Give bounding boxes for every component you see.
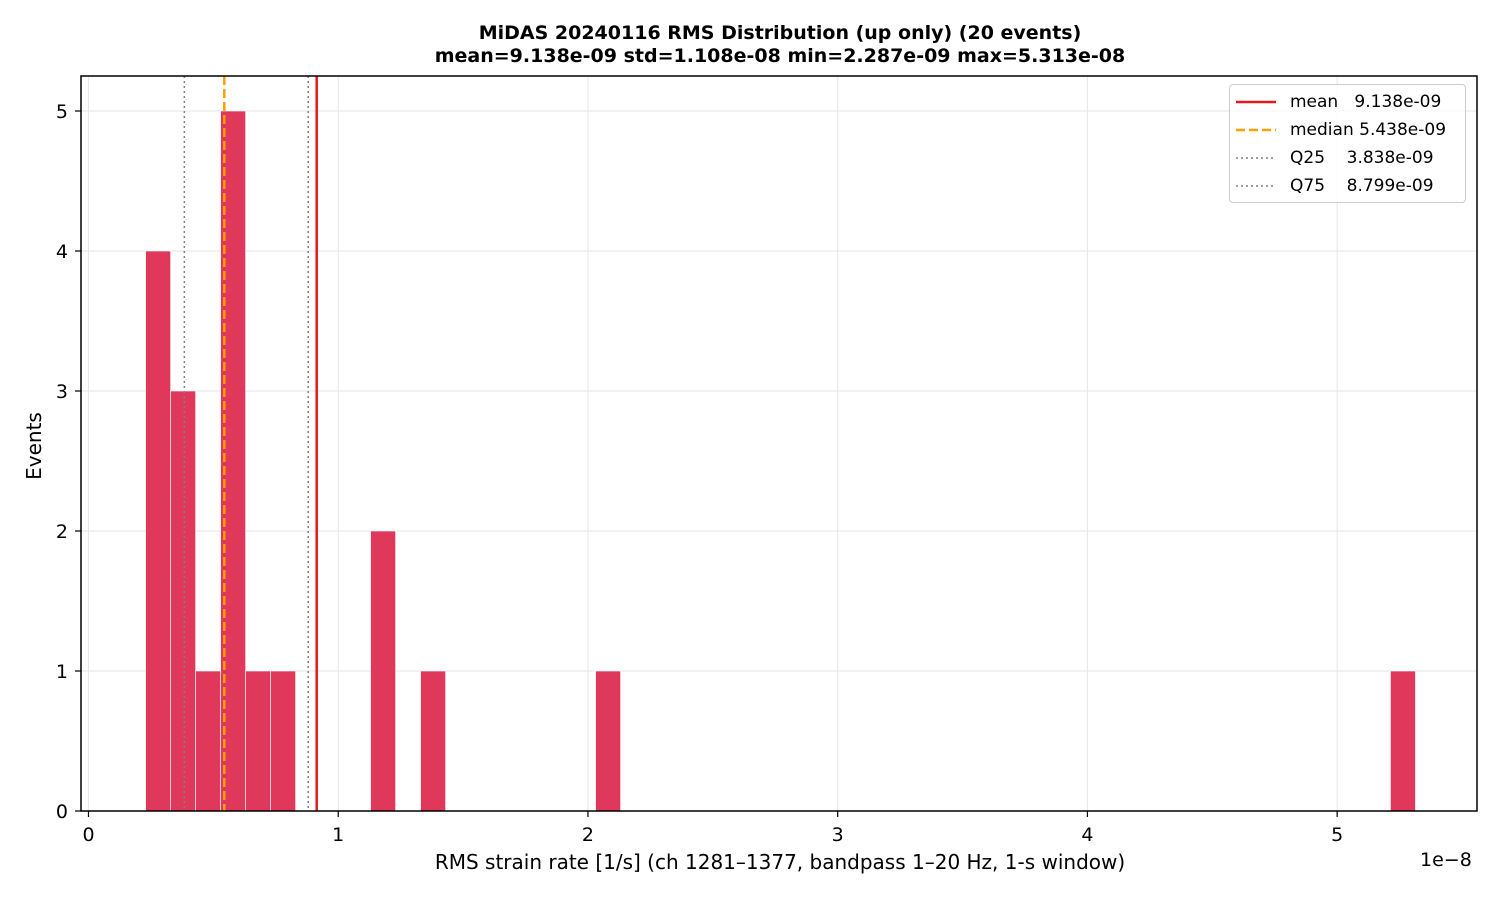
legend-swatch-median [1236, 119, 1276, 141]
x-tick-label: 4 [1081, 824, 1093, 846]
legend: mean 9.138e-09 median 5.438e-09 Q25 3.83… [1229, 84, 1466, 203]
x-axis-label: RMS strain rate [1/s] (ch 1281–1377, ban… [434, 850, 1126, 874]
x-tick-label: 3 [832, 824, 844, 846]
legend-label-q75: Q75 8.799e-09 [1290, 176, 1434, 196]
y-tick-label: 5 [56, 101, 68, 123]
histogram-bar [170, 390, 196, 812]
chart-title: MiDAS 20240116 RMS Distribution (up only… [478, 22, 1082, 44]
y-tick-label: 2 [56, 521, 68, 543]
x-tick-label: 0 [82, 824, 94, 846]
histogram-bars [145, 110, 1416, 812]
legend-label-q25: Q25 3.838e-09 [1290, 148, 1434, 168]
legend-item-mean: mean 9.138e-09 [1236, 91, 1441, 113]
histogram-bar [270, 670, 296, 812]
histogram-bar [195, 670, 221, 812]
chart-subtitle: mean=9.138e-09 std=1.108e-08 min=2.287e-… [434, 45, 1126, 67]
histogram-bar [245, 670, 271, 812]
histogram-bar [1390, 670, 1416, 812]
legend-item-q75: Q75 8.799e-09 [1236, 175, 1434, 197]
x-tick-label: 1 [332, 824, 344, 846]
legend-item-median: median 5.438e-09 [1236, 119, 1446, 141]
legend-swatch-q75 [1236, 175, 1276, 197]
histogram-bar [370, 530, 396, 812]
x-axis-ticks: 0 1 2 3 4 5 [82, 811, 1343, 846]
y-tick-label: 4 [56, 241, 68, 263]
x-axis-offset-label: 1e−8 [1420, 849, 1472, 871]
plot-frame [80, 75, 1478, 812]
histogram-bar [420, 670, 446, 812]
y-tick-label: 1 [56, 661, 68, 683]
legend-item-q25: Q25 3.838e-09 [1236, 147, 1434, 169]
legend-swatch-q25 [1236, 147, 1276, 169]
x-tick-label: 2 [582, 824, 594, 846]
y-axis-ticks: 0 1 2 3 4 5 [56, 101, 81, 823]
legend-label-median: median 5.438e-09 [1290, 120, 1447, 140]
reference-lines [183, 76, 318, 811]
y-axis-label: Events [22, 412, 46, 480]
y-tick-label: 3 [56, 381, 68, 403]
x-tick-label: 5 [1331, 824, 1343, 846]
histogram-bar [145, 250, 171, 812]
legend-label-mean: mean 9.138e-09 [1290, 92, 1442, 112]
histogram-bar [595, 670, 621, 812]
y-tick-label: 0 [56, 801, 68, 823]
legend-swatch-mean [1236, 91, 1276, 113]
